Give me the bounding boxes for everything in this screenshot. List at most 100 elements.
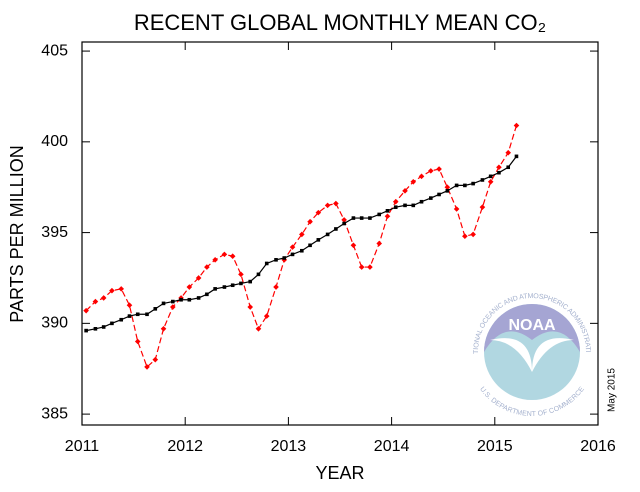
point bbox=[196, 296, 201, 300]
point bbox=[403, 203, 407, 208]
point bbox=[315, 209, 322, 216]
point bbox=[436, 166, 442, 172]
point bbox=[506, 165, 511, 170]
y-axis-label: PARTS PER MILLION bbox=[7, 145, 27, 322]
point bbox=[264, 261, 269, 266]
plot-frame bbox=[81, 41, 599, 426]
point bbox=[247, 304, 254, 310]
point bbox=[445, 189, 450, 193]
point bbox=[282, 256, 287, 260]
point bbox=[290, 252, 295, 257]
point bbox=[385, 209, 390, 213]
point bbox=[429, 196, 433, 200]
point bbox=[351, 216, 356, 220]
point bbox=[134, 338, 141, 345]
point bbox=[463, 183, 467, 188]
point bbox=[480, 178, 485, 182]
point bbox=[514, 154, 519, 159]
point bbox=[255, 325, 262, 332]
point bbox=[453, 206, 460, 212]
point bbox=[238, 271, 244, 278]
point bbox=[229, 253, 236, 259]
point bbox=[186, 284, 193, 290]
point bbox=[368, 216, 372, 220]
point bbox=[171, 299, 175, 304]
point bbox=[170, 304, 176, 310]
point bbox=[101, 325, 106, 329]
point bbox=[160, 325, 167, 332]
point bbox=[419, 199, 424, 204]
point bbox=[358, 264, 365, 270]
point bbox=[222, 285, 227, 289]
chart-title: RECENT GLOBAL MONTHLY MEAN CO₂ bbox=[134, 10, 546, 35]
point bbox=[513, 122, 520, 129]
x-tick-label: 2013 bbox=[271, 438, 307, 455]
point bbox=[93, 326, 98, 331]
point bbox=[505, 149, 512, 156]
point bbox=[126, 302, 133, 308]
point bbox=[367, 264, 373, 270]
point bbox=[308, 243, 312, 248]
point bbox=[437, 192, 441, 197]
point bbox=[479, 204, 486, 210]
x-tick-label: 2015 bbox=[477, 438, 513, 455]
point bbox=[471, 181, 475, 186]
point bbox=[205, 292, 209, 297]
point bbox=[392, 198, 399, 205]
point bbox=[342, 221, 346, 226]
point bbox=[213, 287, 217, 291]
point bbox=[325, 232, 330, 237]
point bbox=[109, 287, 115, 294]
x-axis-label: YEAR bbox=[315, 463, 364, 483]
point bbox=[274, 258, 278, 262]
point bbox=[100, 295, 107, 301]
point bbox=[263, 313, 270, 319]
point bbox=[221, 251, 228, 258]
point bbox=[393, 205, 398, 209]
point bbox=[497, 170, 501, 175]
series-line bbox=[86, 155, 517, 332]
point bbox=[256, 272, 261, 277]
y-tick-label: 390 bbox=[41, 315, 68, 332]
point bbox=[377, 212, 382, 217]
y-tick-label: 405 bbox=[41, 42, 68, 59]
point bbox=[462, 233, 468, 240]
point bbox=[204, 264, 210, 270]
point bbox=[230, 283, 235, 288]
point bbox=[316, 238, 321, 242]
point bbox=[454, 183, 459, 188]
point bbox=[376, 240, 383, 247]
point bbox=[273, 284, 279, 290]
point bbox=[496, 164, 502, 171]
point bbox=[487, 178, 494, 185]
point bbox=[333, 200, 339, 207]
x-tick-label: 2011 bbox=[65, 438, 100, 455]
point bbox=[418, 173, 425, 180]
x-tick-label: 2014 bbox=[374, 438, 410, 455]
point bbox=[127, 314, 132, 318]
y-tick-label: 395 bbox=[41, 224, 68, 241]
noaa-logo: NOAA NATIONAL OCEANIC AND ATMOSPHERIC AD… bbox=[0, 0, 591, 418]
y-tick-label: 400 bbox=[41, 133, 68, 150]
series-line bbox=[85, 125, 518, 368]
point bbox=[119, 317, 124, 322]
point bbox=[410, 178, 417, 185]
point bbox=[299, 231, 305, 238]
point bbox=[179, 297, 183, 302]
point bbox=[444, 184, 451, 191]
point bbox=[195, 275, 202, 281]
point bbox=[334, 227, 338, 231]
point bbox=[281, 257, 288, 263]
point bbox=[341, 217, 347, 223]
point bbox=[300, 248, 304, 253]
point bbox=[402, 188, 408, 194]
point bbox=[470, 231, 476, 238]
y-tick-label: 385 bbox=[41, 405, 68, 422]
point bbox=[239, 281, 243, 286]
x-tick-label: 2012 bbox=[167, 438, 203, 455]
point bbox=[83, 307, 89, 314]
point bbox=[350, 242, 357, 249]
logo-ring-top-path: NATIONAL OCEANIC AND ATMOSPHERIC ADMINIS… bbox=[0, 0, 591, 354]
